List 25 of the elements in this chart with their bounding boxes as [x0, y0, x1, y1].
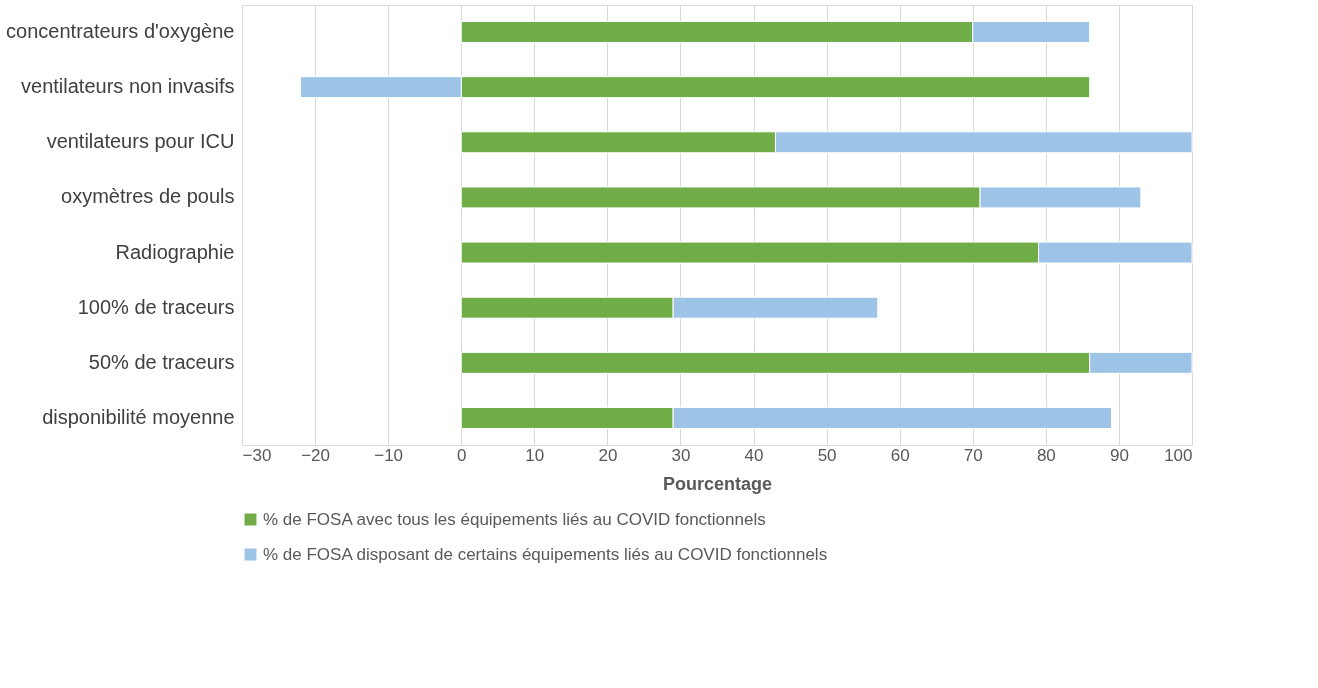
y-tick-label: ventilateurs non invasifs	[21, 75, 235, 98]
y-tick-label: 100% de traceurs	[77, 295, 235, 318]
x-tick-label: −30	[242, 445, 272, 465]
x-tick-label: 40	[744, 445, 764, 465]
x-tick-label: −20	[301, 445, 330, 465]
y-tick-label: ventilateurs pour ICU	[46, 130, 235, 153]
x-tick-label: 20	[598, 445, 618, 465]
x-tick-label: 80	[1036, 445, 1056, 465]
y-tick-label: oxymètres de pouls	[61, 185, 235, 208]
x-tick-label: 70	[963, 445, 983, 465]
x-axis-title: Pourcentage	[662, 473, 773, 494]
x-tick-label: 50	[817, 445, 837, 465]
x-tick-label: 0	[457, 445, 467, 465]
x-tick-label: −10	[374, 445, 404, 465]
x-tick-label: 30	[671, 445, 691, 465]
legend-label: % de FOSA avec tous les équipements liés au COVID fonctionnels	[263, 509, 766, 529]
legend-label: % de FOSA disposant de certains équipements liés au COVID fonctionnels	[263, 544, 828, 564]
x-tick-label: 90	[1109, 445, 1129, 465]
x-tick-label: 10	[525, 445, 545, 465]
y-tick-label: 50% de traceurs	[88, 350, 235, 373]
y-tick-label: Radiographie	[115, 240, 235, 263]
x-tick-label: 100	[1164, 445, 1193, 465]
y-tick-label: concentrateurs d'oxygène	[6, 20, 235, 43]
x-tick-label: 60	[890, 445, 910, 465]
y-tick-label: disponibilité moyenne	[42, 405, 235, 428]
